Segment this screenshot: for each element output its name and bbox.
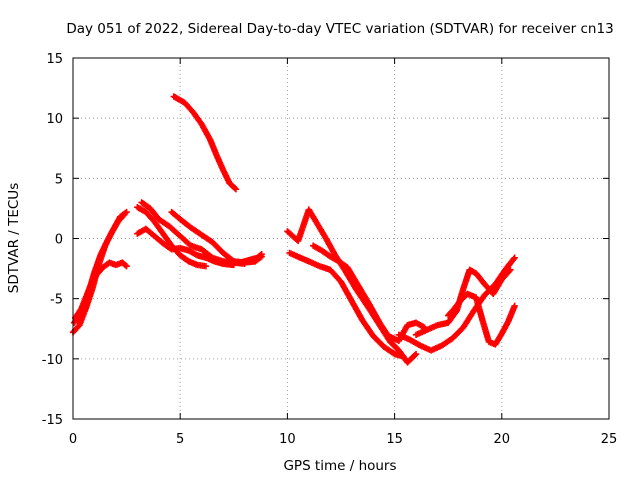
x-axis-label: GPS time / hours	[283, 458, 396, 474]
grid	[73, 58, 609, 419]
series-high-descent	[170, 93, 240, 193]
x-tick-label: 10	[279, 432, 296, 447]
series-evening-2	[412, 266, 514, 338]
data-point	[202, 262, 210, 270]
series-afternoon-2	[286, 249, 407, 360]
data-point	[122, 262, 129, 269]
data-point	[258, 250, 265, 258]
data-point	[231, 184, 239, 192]
tick-labels: 0 5 10 15 20 25 -15 -10 -5 0 5 10 15	[42, 52, 618, 447]
y-tick-label: -10	[42, 353, 63, 368]
series-evening-3	[445, 290, 518, 348]
data-point	[232, 185, 240, 193]
y-tick-label: 0	[55, 233, 63, 248]
x-tick-label: 25	[601, 432, 618, 447]
data-point	[122, 209, 129, 217]
chart-title: Day 051 of 2022, Sidereal Day-to-day VTE…	[66, 21, 613, 37]
data-point	[511, 302, 518, 310]
data-point	[230, 261, 237, 269]
y-tick-label: 10	[46, 112, 63, 127]
data-point	[506, 267, 513, 275]
y-tick-label: 5	[55, 172, 63, 187]
data-points	[69, 93, 518, 366]
data-point	[510, 255, 517, 263]
x-tick-label: 20	[494, 432, 511, 447]
data-point	[507, 266, 514, 273]
data-point	[399, 353, 407, 360]
series-late-night	[237, 250, 265, 266]
y-tick-label: -5	[50, 293, 63, 308]
data-point	[412, 350, 420, 358]
data-point	[123, 262, 130, 270]
x-tick-label: 15	[386, 432, 403, 447]
data-point	[411, 351, 419, 359]
y-tick-label: -15	[42, 413, 63, 428]
series-early-rise-3	[71, 259, 130, 322]
x-tick-label: 5	[176, 432, 184, 447]
series-dawn-arc	[134, 204, 210, 270]
y-axis-label: SDTVAR / TECUs	[6, 183, 22, 293]
data-point	[257, 251, 264, 259]
y-tick-label: 15	[46, 52, 63, 67]
data-point	[123, 208, 130, 216]
data-point	[511, 254, 518, 261]
axis-ticks	[72, 57, 610, 420]
series-morning-arc-3	[134, 225, 237, 269]
x-tick-label: 0	[69, 432, 77, 447]
